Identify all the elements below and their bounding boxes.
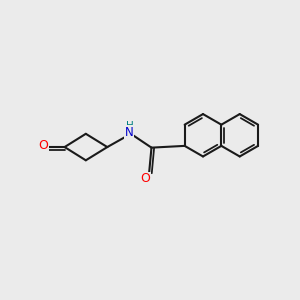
Text: O: O (141, 172, 151, 185)
Text: H: H (125, 121, 133, 131)
Text: O: O (38, 139, 48, 152)
Text: N: N (125, 126, 134, 139)
